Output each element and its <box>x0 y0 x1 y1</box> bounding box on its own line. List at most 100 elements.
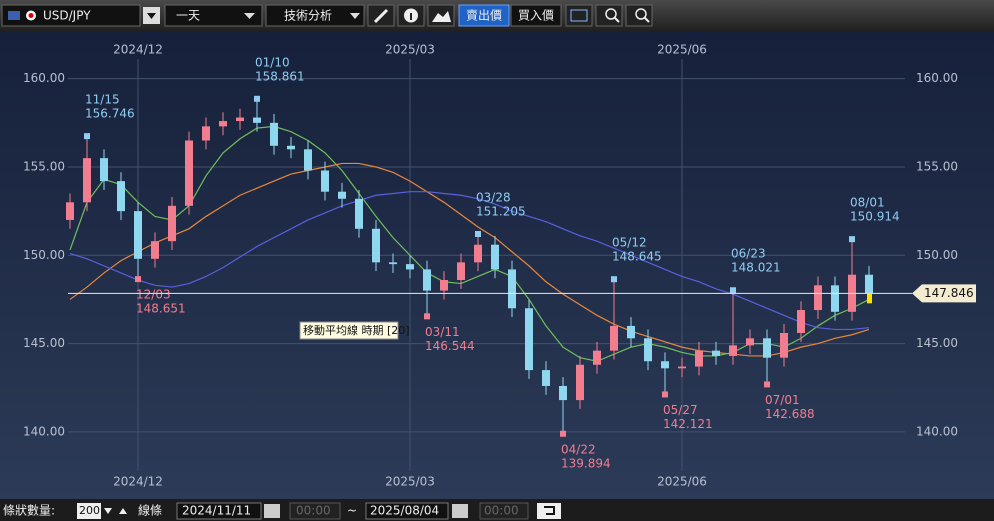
extreme-marker <box>662 391 668 398</box>
annotation-date: 11/15 <box>85 93 120 107</box>
x-tick-label: 2025/06 <box>657 43 707 57</box>
candle-body <box>814 285 822 311</box>
symbol-dropdown[interactable] <box>143 7 160 24</box>
to-date-box[interactable] <box>365 502 449 520</box>
current-price-tag <box>912 284 976 303</box>
extreme-marker <box>135 276 141 283</box>
range-sep: ~ <box>347 504 357 518</box>
candle-body <box>831 285 839 312</box>
y2-tick-label: 145.00 <box>916 336 958 350</box>
candle-body <box>797 310 805 333</box>
moving-average <box>69 191 870 331</box>
candle-body <box>117 181 125 212</box>
candle-body <box>389 262 397 265</box>
extreme-marker <box>424 313 430 320</box>
candle-body <box>66 202 74 220</box>
extreme-marker <box>84 133 90 140</box>
annotation-value: 142.121 <box>663 417 713 431</box>
y2-tick-label: 155.00 <box>916 159 958 173</box>
bars-spin[interactable] <box>104 508 127 514</box>
candle-body <box>202 126 210 141</box>
reset-button[interactable] <box>537 503 561 519</box>
zoom-out-button[interactable] <box>595 4 623 27</box>
symbol-select[interactable]: USD/JPY <box>1 4 141 27</box>
candle-body <box>100 158 108 182</box>
buy-button[interactable]: 買入價 <box>510 4 562 27</box>
info-button[interactable] <box>397 4 425 27</box>
sell-button[interactable]: 賣出價 <box>458 4 510 27</box>
candle-body <box>525 308 533 371</box>
to-calendar[interactable] <box>452 504 468 518</box>
x-tick-label: 2024/12 <box>113 475 163 489</box>
y-tick-label: 160.00 <box>23 71 65 85</box>
annotation-date: 06/23 <box>731 247 766 261</box>
annotation-value: 142.688 <box>765 407 815 421</box>
period-select[interactable]: 一天 <box>164 4 263 27</box>
zoom-in-button[interactable] <box>625 4 653 27</box>
analysis: 技術分析 <box>284 9 332 23</box>
indicator-button[interactable] <box>565 4 593 27</box>
extreme-marker <box>764 381 770 388</box>
candle-body <box>644 338 652 362</box>
annotation-value: 139.894 <box>561 456 611 470</box>
from-date: 2024/11/11 <box>182 504 251 518</box>
candle-body <box>372 228 380 263</box>
y-tick-label: 140.00 <box>23 424 65 438</box>
candle-body <box>304 149 312 171</box>
candle-body <box>219 121 227 127</box>
to-date: 2025/08/04 <box>370 504 439 518</box>
x-tick-label: 2025/03 <box>385 475 435 489</box>
buy: 買入價 <box>518 9 554 23</box>
extreme-marker <box>254 95 260 102</box>
to-time-box <box>479 502 529 520</box>
line-label: 線條 <box>138 503 162 518</box>
symbol: USD/JPY <box>43 9 91 23</box>
candle-body <box>746 338 754 346</box>
candle-body <box>134 211 142 259</box>
annotation-value: 158.861 <box>255 69 305 83</box>
candle-body <box>576 364 584 401</box>
candle-body <box>610 325 618 351</box>
from-date-box[interactable] <box>176 502 262 520</box>
analysis-select[interactable]: 技術分析 <box>265 4 365 27</box>
annotation-date: 07/01 <box>765 393 800 407</box>
candle-body <box>355 198 363 229</box>
annotation-value: 156.746 <box>85 107 135 121</box>
from-calendar[interactable] <box>264 504 280 518</box>
candle-body <box>729 345 737 356</box>
bars-box[interactable] <box>77 503 101 519</box>
candle-body <box>151 241 159 259</box>
candle-body <box>253 117 261 123</box>
tooltip: 移動平均線 時期 [20] <box>303 323 410 337</box>
current-price: 147.846 <box>924 286 974 300</box>
x-tick-label: 2025/06 <box>657 475 707 489</box>
y2-tick-label: 160.00 <box>916 71 958 85</box>
annotation-value: 148.651 <box>136 302 186 316</box>
annotation-date: 12/03 <box>136 288 171 302</box>
candle-body <box>321 170 329 192</box>
annotation-date: 08/01 <box>850 196 885 210</box>
draw-button[interactable] <box>367 4 395 27</box>
area-button[interactable] <box>427 4 455 27</box>
period: 一天 <box>176 9 200 23</box>
annotation-value: 148.021 <box>731 261 781 275</box>
annotation-date: 01/10 <box>255 55 290 69</box>
y2-tick-label: 150.00 <box>916 248 958 262</box>
candle-body <box>491 244 499 270</box>
x-tick-label: 2025/03 <box>385 43 435 57</box>
y-tick-label: 145.00 <box>23 336 65 350</box>
annotation-value: 148.645 <box>612 250 662 264</box>
sell: 賣出價 <box>466 8 502 23</box>
candle-body <box>185 140 193 206</box>
candle-body <box>763 338 771 358</box>
annotation-date: 03/11 <box>425 325 460 339</box>
extreme-marker <box>611 276 617 283</box>
candle-body <box>287 145 295 150</box>
x-tick-label: 2024/12 <box>113 43 163 57</box>
from-time-box <box>289 502 341 520</box>
current-marker <box>867 293 872 304</box>
to-time: 00:00 <box>484 504 519 518</box>
flag-us <box>8 11 20 20</box>
